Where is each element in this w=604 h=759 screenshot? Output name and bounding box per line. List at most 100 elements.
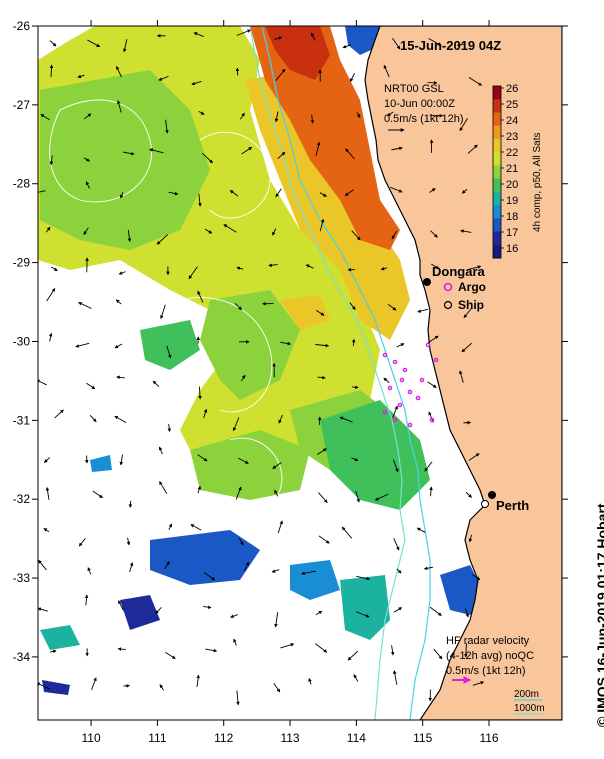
velocity-arrow — [122, 151, 135, 156]
colorbar-segment — [493, 244, 501, 259]
x-tick-label: 112 — [214, 731, 233, 745]
sst-field — [38, 26, 485, 695]
velocity-arrow — [355, 611, 370, 618]
velocity-arrow — [165, 119, 169, 134]
velocity-arrow — [390, 645, 395, 656]
velocity-arrow — [427, 335, 439, 344]
velocity-arrow — [75, 342, 90, 348]
velocity-arrow — [92, 490, 103, 499]
credit-label: © IMOS 16-Jun-2019 01:17 Hobart — [594, 503, 604, 727]
colorbar-segment — [493, 138, 501, 153]
velocity-arrow — [383, 64, 390, 78]
argo-float-icon — [402, 367, 408, 373]
isobath-200m — [261, 26, 431, 720]
colorbar-tick-label: 20 — [506, 179, 518, 191]
y-tick-label: -29 — [13, 256, 31, 270]
colorbar-segment — [493, 191, 501, 206]
velocity-arrow — [89, 414, 97, 423]
y-tick-label: -32 — [13, 492, 31, 506]
velocity-arrow — [310, 32, 316, 41]
velocity-arrow — [114, 343, 123, 349]
velocity-arrow — [236, 29, 251, 36]
velocity-arrow — [393, 538, 400, 551]
velocity-arrow — [315, 610, 323, 616]
velocity-arrow — [460, 229, 472, 233]
velocity-arrow — [159, 684, 164, 691]
velocity-arrow — [196, 674, 200, 687]
velocity-arrow — [158, 446, 163, 455]
velocity-arrow — [236, 266, 244, 271]
colorbar-tick-label: 19 — [506, 195, 518, 207]
velocity-arrow — [203, 408, 208, 419]
colorbar-segment — [493, 152, 501, 166]
velocity-arrow — [374, 493, 389, 501]
colorbar: 26 25 24 23 22 21 20 19 18 17 16 — [492, 83, 518, 259]
velocity-arrow — [387, 303, 397, 311]
colorbar-tick-label: 16 — [506, 243, 518, 255]
argo-float-icon — [397, 402, 403, 408]
velocity-arrow — [355, 490, 360, 503]
velocity-arrow — [429, 188, 436, 193]
velocity-arrow — [317, 416, 322, 425]
y-tick-label: -27 — [13, 98, 31, 112]
location-dongara-label: Dongara — [432, 264, 486, 279]
velocity-arrow — [85, 181, 90, 189]
map-title: 15-Jun-2019 04Z — [400, 38, 501, 53]
velocity-arrow — [152, 380, 160, 388]
velocity-arrow — [393, 607, 403, 613]
velocity-arrow — [234, 303, 242, 311]
velocity-arrow — [167, 423, 172, 433]
velocity-arrow — [165, 652, 176, 659]
velocity-arrow — [390, 186, 403, 193]
location-perth-label: Perth — [496, 498, 529, 513]
y-tick-label: -26 — [13, 19, 31, 33]
velocity-arrow — [464, 608, 469, 618]
velocity-arrow — [468, 534, 473, 543]
velocity-arrow — [160, 304, 166, 320]
colorbar-segment — [493, 99, 501, 113]
velocity-arrow — [239, 112, 245, 120]
velocity-arrow — [391, 230, 398, 240]
y-tick-label: -31 — [13, 413, 31, 427]
y-axis: -26 -27 -28 -29 -30 -31 -32 -33 -34 — [13, 19, 568, 664]
velocity-arrow — [87, 567, 92, 575]
velocity-arrow — [114, 415, 127, 423]
velocity-arrow — [318, 535, 330, 544]
velocity-arrow — [428, 38, 442, 46]
velocity-arrow — [232, 417, 240, 432]
colorbar-tick-label: 18 — [506, 211, 518, 223]
velocity-arrow — [129, 562, 134, 573]
velocity-arrow — [203, 571, 216, 581]
velocity-arrow — [83, 157, 91, 162]
argo-float-icon — [433, 357, 439, 363]
velocity-arrow — [229, 190, 239, 197]
velocity-arrow — [168, 523, 173, 531]
y-tick-label: -34 — [13, 650, 31, 664]
velocity-arrow — [155, 607, 162, 614]
velocity-arrow — [197, 290, 204, 303]
velocity-arrow — [190, 524, 202, 531]
velocity-arrow — [315, 141, 321, 157]
ship-label: Ship — [458, 298, 484, 312]
velocity-arrow — [86, 382, 96, 390]
velocity-arrow — [268, 263, 278, 267]
velocity-arrow — [392, 459, 399, 473]
velocity-arrow — [240, 374, 246, 382]
velocity-arrow — [40, 113, 50, 121]
colorbar-segment — [493, 231, 501, 246]
velocity-arrow — [380, 266, 388, 271]
argo-float-icon — [415, 395, 421, 401]
velocity-arrow — [50, 266, 58, 272]
velocity-arrow — [430, 263, 440, 269]
velocity-arrow — [459, 370, 464, 383]
velocity-arrow — [273, 682, 281, 693]
colorbar-segment — [493, 178, 501, 193]
velocity-arrow — [49, 40, 57, 47]
isobath-1000m — [249, 26, 406, 720]
argo-float-icon — [399, 377, 405, 383]
velocity-arrow — [417, 308, 429, 313]
velocity-arrow — [459, 118, 468, 132]
x-tick-label: 115 — [413, 731, 432, 745]
location-dongara: Dongara — [423, 264, 486, 286]
